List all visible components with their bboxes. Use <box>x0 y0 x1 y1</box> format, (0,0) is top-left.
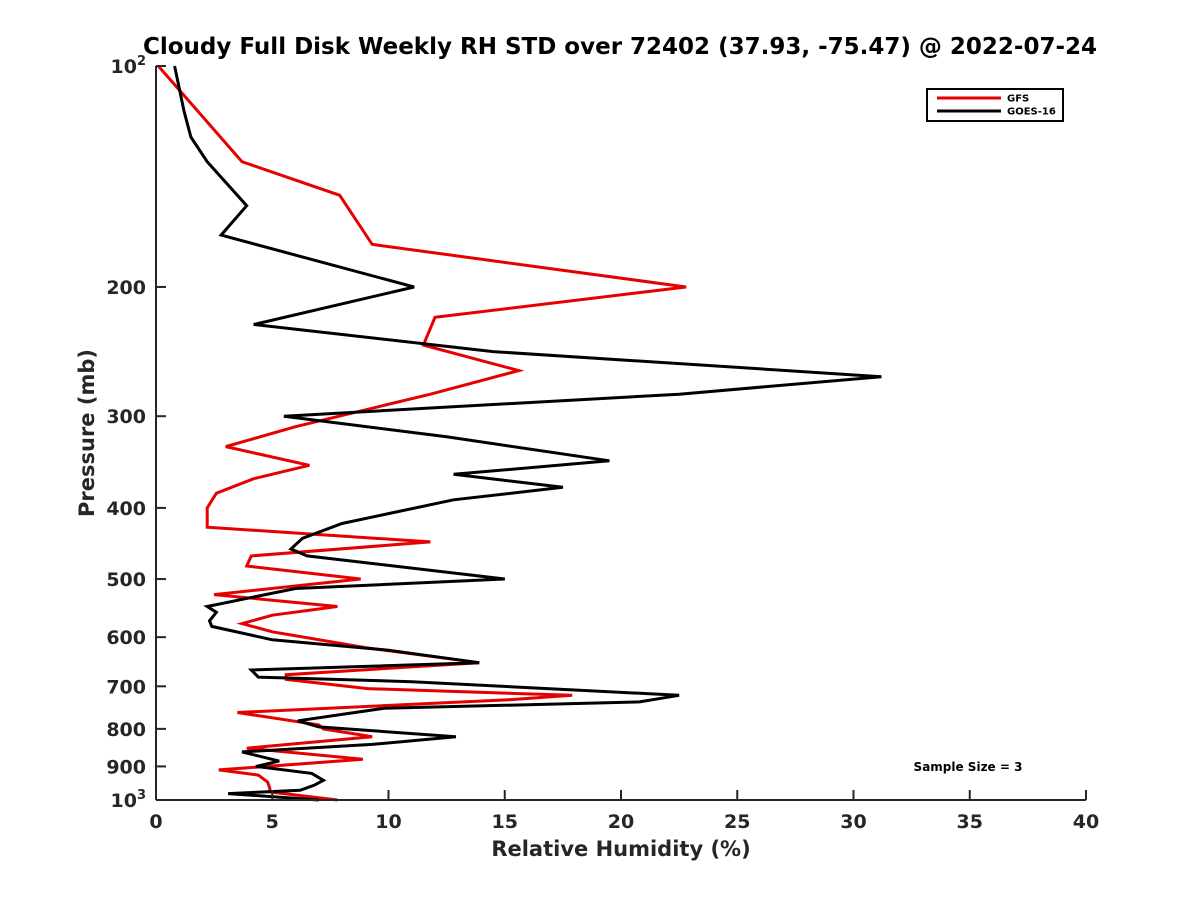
x-tick-label: 20 <box>608 811 634 833</box>
x-axis-label: Relative Humidity (%) <box>491 837 750 861</box>
y-tick-label: 102 <box>111 54 147 78</box>
y-tick-label: 103 <box>111 788 147 812</box>
y-axis-ticks: 102 200 300 400 500 600 700 800 900 103 <box>106 54 166 812</box>
y-tick-label: 500 <box>106 569 146 591</box>
legend: GFS GOES-16 <box>926 88 1064 122</box>
x-tick-label: 35 <box>957 811 983 833</box>
x-tick-label: 15 <box>492 811 518 833</box>
y-tick-label: 300 <box>106 406 146 428</box>
y-tick-label: 800 <box>106 719 146 741</box>
y-tick-label: 600 <box>106 627 146 649</box>
x-tick-label: 5 <box>266 811 279 833</box>
legend-label: GFS <box>1007 94 1029 105</box>
title-group: Cloudy Full Disk Weekly RH STD over 7240… <box>143 34 1097 60</box>
series-line-goes-16 <box>173 65 882 802</box>
y-tick-exponent: 2 <box>137 54 146 69</box>
axes-layer <box>155 66 1086 801</box>
legend-box <box>926 88 1064 122</box>
x-tick-label: 30 <box>840 811 866 833</box>
y-tick-label: 900 <box>106 756 146 778</box>
y-tick-label: 200 <box>106 277 146 299</box>
x-tick-label: 10 <box>375 811 401 833</box>
x-tick-label: 0 <box>149 811 162 833</box>
series-layer <box>157 65 882 802</box>
chart-title: Cloudy Full Disk Weekly RH STD over 7240… <box>143 34 1097 60</box>
y-tick-label: 400 <box>106 498 146 520</box>
x-tick-label: 40 <box>1073 811 1099 833</box>
y-axis-label: Pressure (mb) <box>75 349 99 517</box>
x-tick-label: 25 <box>724 811 750 833</box>
y-tick-label: 700 <box>106 676 146 698</box>
y-tick-exponent: 3 <box>137 788 146 803</box>
sample-size-annotation: Sample Size = 3 <box>914 760 1023 774</box>
x-axis-ticks: 0 5 10 15 20 25 30 35 40 <box>149 790 1099 833</box>
legend-label: GOES-16 <box>1007 107 1056 118</box>
series-line-gfs <box>157 65 687 802</box>
